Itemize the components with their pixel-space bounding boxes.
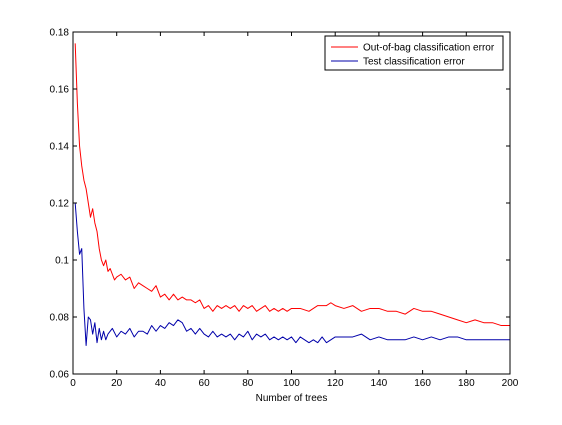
- legend-label-oob: Out-of-bag classification error: [363, 43, 495, 54]
- x-tick-label: 80: [242, 378, 254, 389]
- x-tick-label: 180: [458, 378, 475, 389]
- x-tick-label: 200: [502, 378, 519, 389]
- x-tick-label: 160: [414, 378, 431, 389]
- axes-layer: 0 20 40 60 80 100 120 140 160 180 200 0.06 0.08 0.1 0.…: [50, 28, 519, 390]
- y-tick-label: 0.12: [50, 199, 70, 210]
- series-line-1: [74, 202, 510, 346]
- y-tick-label: 0.16: [50, 85, 70, 96]
- legend: Out-of-bag classification error Test cla…: [324, 35, 504, 71]
- x-axis-label: Number of trees: [256, 393, 328, 404]
- x-tick-label: 100: [283, 378, 300, 389]
- x-tick-label: 120: [327, 378, 344, 389]
- x-tick-label: 20: [111, 378, 123, 389]
- x-tick-label: 0: [70, 378, 76, 389]
- x-tick-label: 60: [199, 378, 211, 389]
- x-tick-label: 140: [371, 378, 388, 389]
- x-tick-label: 40: [155, 378, 167, 389]
- plot-frame: [72, 31, 511, 375]
- series-layer: [74, 43, 510, 346]
- y-tick-label: 0.1: [55, 256, 69, 267]
- series-line-0: [74, 43, 510, 327]
- y-tick-label: 0.06: [50, 370, 70, 381]
- y-tick-label: 0.14: [50, 142, 70, 153]
- legend-label-test: Test classification error: [363, 57, 465, 68]
- legend-box: [324, 35, 504, 71]
- y-tick-label: 0.08: [50, 313, 70, 324]
- y-tick-label: 0.18: [50, 28, 70, 39]
